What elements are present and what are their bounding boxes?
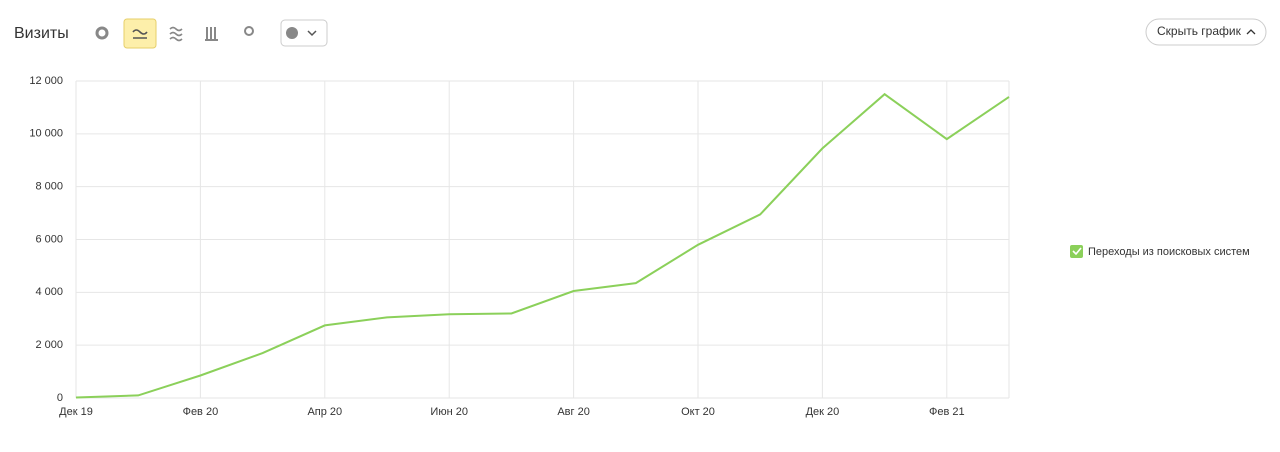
chart-type-icons[interactable]	[95, 18, 328, 49]
y-tick-label: 4 000	[35, 286, 63, 298]
x-tick-label: Июн 20	[430, 406, 468, 418]
chart-title: Визиты	[14, 25, 69, 42]
hide-chart-button[interactable]	[1145, 18, 1267, 46]
x-tick-label: Фев 20	[183, 406, 219, 418]
hide-chart-label[interactable]: Скрыть график	[1157, 24, 1242, 38]
x-tick-label: Авг 20	[557, 406, 589, 418]
hide-chart-arrow	[1246, 29, 1256, 35]
comment-icon	[286, 27, 298, 39]
x-tick-label: Апр 20	[307, 406, 342, 418]
y-tick-label: 8 000	[35, 181, 63, 193]
bar-icon[interactable]	[205, 27, 218, 41]
y-tick-label: 2 000	[35, 339, 63, 351]
legend-checkbox[interactable]	[1070, 245, 1083, 258]
x-tick-label: Окт 20	[681, 406, 715, 418]
line-icon	[132, 29, 148, 39]
y-tick-label: 12 000	[29, 75, 63, 87]
scatter-icon[interactable]	[244, 26, 254, 36]
dropdown-arrow	[307, 30, 317, 37]
pie-icon[interactable]	[95, 26, 109, 40]
x-tick-label: Дек 20	[806, 406, 840, 418]
comment-button[interactable]	[280, 19, 328, 47]
line-icon-active[interactable]	[123, 18, 157, 49]
legend-check	[1072, 247, 1082, 256]
x-tick-label: Дек 19	[59, 406, 93, 418]
x-tick-label: Фев 21	[929, 406, 965, 418]
legend-label[interactable]: Переходы из поисковых систем	[1088, 246, 1250, 258]
y-tick-label: 6 000	[35, 233, 63, 245]
series-line	[75, 92, 1010, 399]
area-icon[interactable]	[169, 26, 183, 42]
y-tick-label: 0	[57, 392, 63, 404]
y-tick-label: 10 000	[29, 128, 63, 140]
